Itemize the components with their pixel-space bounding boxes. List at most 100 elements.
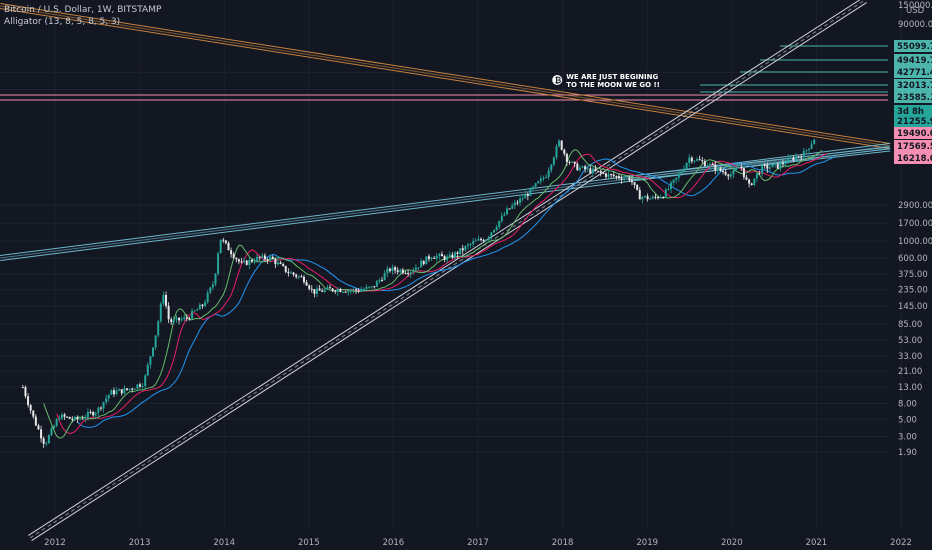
candle-body (690, 157, 693, 162)
y-tick-label: 600.00 (898, 254, 928, 264)
time-axis[interactable]: 2012 2013 2014 2015 2016 2017 2018 2019 2020 2021… (44, 538, 912, 548)
candle-body (451, 254, 454, 258)
candle-body (565, 153, 568, 162)
candle-body (336, 289, 339, 292)
candle-body (94, 412, 97, 416)
candle-body (144, 375, 147, 386)
candle-body (287, 271, 290, 274)
candle-body (256, 256, 259, 262)
cyan-support-edge[interactable] (629, 146, 890, 177)
candle-body (586, 168, 589, 170)
candle-body (32, 410, 35, 417)
candle-body (771, 164, 774, 168)
white-trendline-edge[interactable] (31, 2, 867, 541)
candle-body (729, 174, 732, 177)
candle-body (295, 274, 298, 277)
candle-body (300, 276, 303, 278)
candle-body (755, 173, 758, 179)
candle-body (617, 176, 620, 179)
price-label-text: 19490.00 (897, 129, 932, 139)
chart-legend: Bitcoin / U.S. Dollar, 1W, BITSTAMP Alli… (4, 4, 161, 28)
candle-body (807, 148, 810, 150)
candle-body (784, 163, 787, 165)
candle-body (97, 407, 100, 413)
candle-body (542, 177, 545, 179)
y-tick-label: 2900.00 (898, 201, 932, 211)
candle-body (693, 160, 696, 162)
y-tick-label: 145.00 (898, 302, 928, 312)
candle-body (787, 157, 790, 164)
candle-body (178, 317, 181, 321)
candle-body (157, 321, 160, 336)
candle-body (422, 260, 425, 265)
candle-body (118, 389, 121, 391)
candle-body (235, 258, 238, 260)
candle-body (638, 190, 641, 200)
candle-body (383, 273, 386, 281)
candle-body (706, 165, 709, 167)
candle-body (102, 402, 105, 409)
cyan-support-edge[interactable] (630, 150, 891, 181)
candle-body (599, 171, 602, 173)
price-label-badge (894, 152, 932, 164)
x-tick-label: 2021 (806, 538, 828, 548)
candle-body (407, 273, 410, 275)
price-label-badge (894, 91, 932, 103)
symbol-title[interactable]: Bitcoin / U.S. Dollar, 1W, BITSTAMP (4, 5, 162, 15)
candle-body (589, 168, 592, 174)
orange-trendline-edge[interactable] (0, 8, 890, 149)
candle-body (560, 140, 563, 150)
candle-body (477, 238, 480, 241)
candle-body (555, 146, 558, 158)
candle-body (753, 178, 756, 186)
candle-body (152, 347, 155, 357)
white-trendline-edge[interactable] (28, 0, 863, 536)
candle-body (568, 161, 571, 163)
candle-body (196, 309, 199, 311)
candle-body (722, 170, 725, 172)
candle-body (107, 394, 110, 399)
candle-body (545, 177, 548, 179)
candle-body (612, 174, 615, 177)
candle-body (610, 174, 613, 176)
candle-body (68, 416, 71, 419)
price-label-text: 17569.58 (897, 142, 932, 152)
indicator-title[interactable]: Alligator (13, 8, 5, 8, 5, 3) (4, 17, 121, 27)
price-label-badge (894, 40, 932, 52)
candle-body (289, 272, 292, 274)
candle-body (732, 170, 735, 175)
candle-body (344, 291, 347, 293)
candle-body (532, 186, 535, 189)
candle-body (245, 260, 248, 265)
candle-body (399, 269, 402, 273)
candle-body (789, 157, 792, 159)
candle-body (105, 398, 108, 403)
candle-body (368, 286, 371, 288)
candle-body (657, 197, 660, 199)
cyan-trendline-edge[interactable] (0, 143, 890, 256)
candle-body (578, 167, 581, 171)
candle-body (63, 414, 66, 417)
price-axis[interactable]: 150000.00 90000.00 2900.00 1700.00 1000.00 60… (898, 1, 932, 458)
candle-body (800, 156, 803, 158)
candle-body (175, 317, 178, 320)
candle-body (206, 292, 209, 303)
bitcoin-symbol: ₿ (555, 76, 562, 85)
price-label-badge (894, 105, 932, 117)
candle-body (768, 167, 771, 169)
candle-body (99, 407, 102, 409)
candle-body (274, 259, 277, 265)
orange-trendline-edge[interactable] (0, 3, 891, 145)
candle-body (688, 157, 691, 163)
x-tick-label: 2013 (129, 538, 151, 548)
price-label-badge (894, 140, 932, 152)
price-label-badge (894, 115, 932, 127)
currency-label: USD (906, 6, 925, 16)
candle-body (414, 267, 417, 271)
price-label-text: 32013.71 (897, 81, 932, 91)
candle-body (370, 286, 373, 288)
candle-body (167, 305, 170, 320)
candles (21, 138, 816, 448)
